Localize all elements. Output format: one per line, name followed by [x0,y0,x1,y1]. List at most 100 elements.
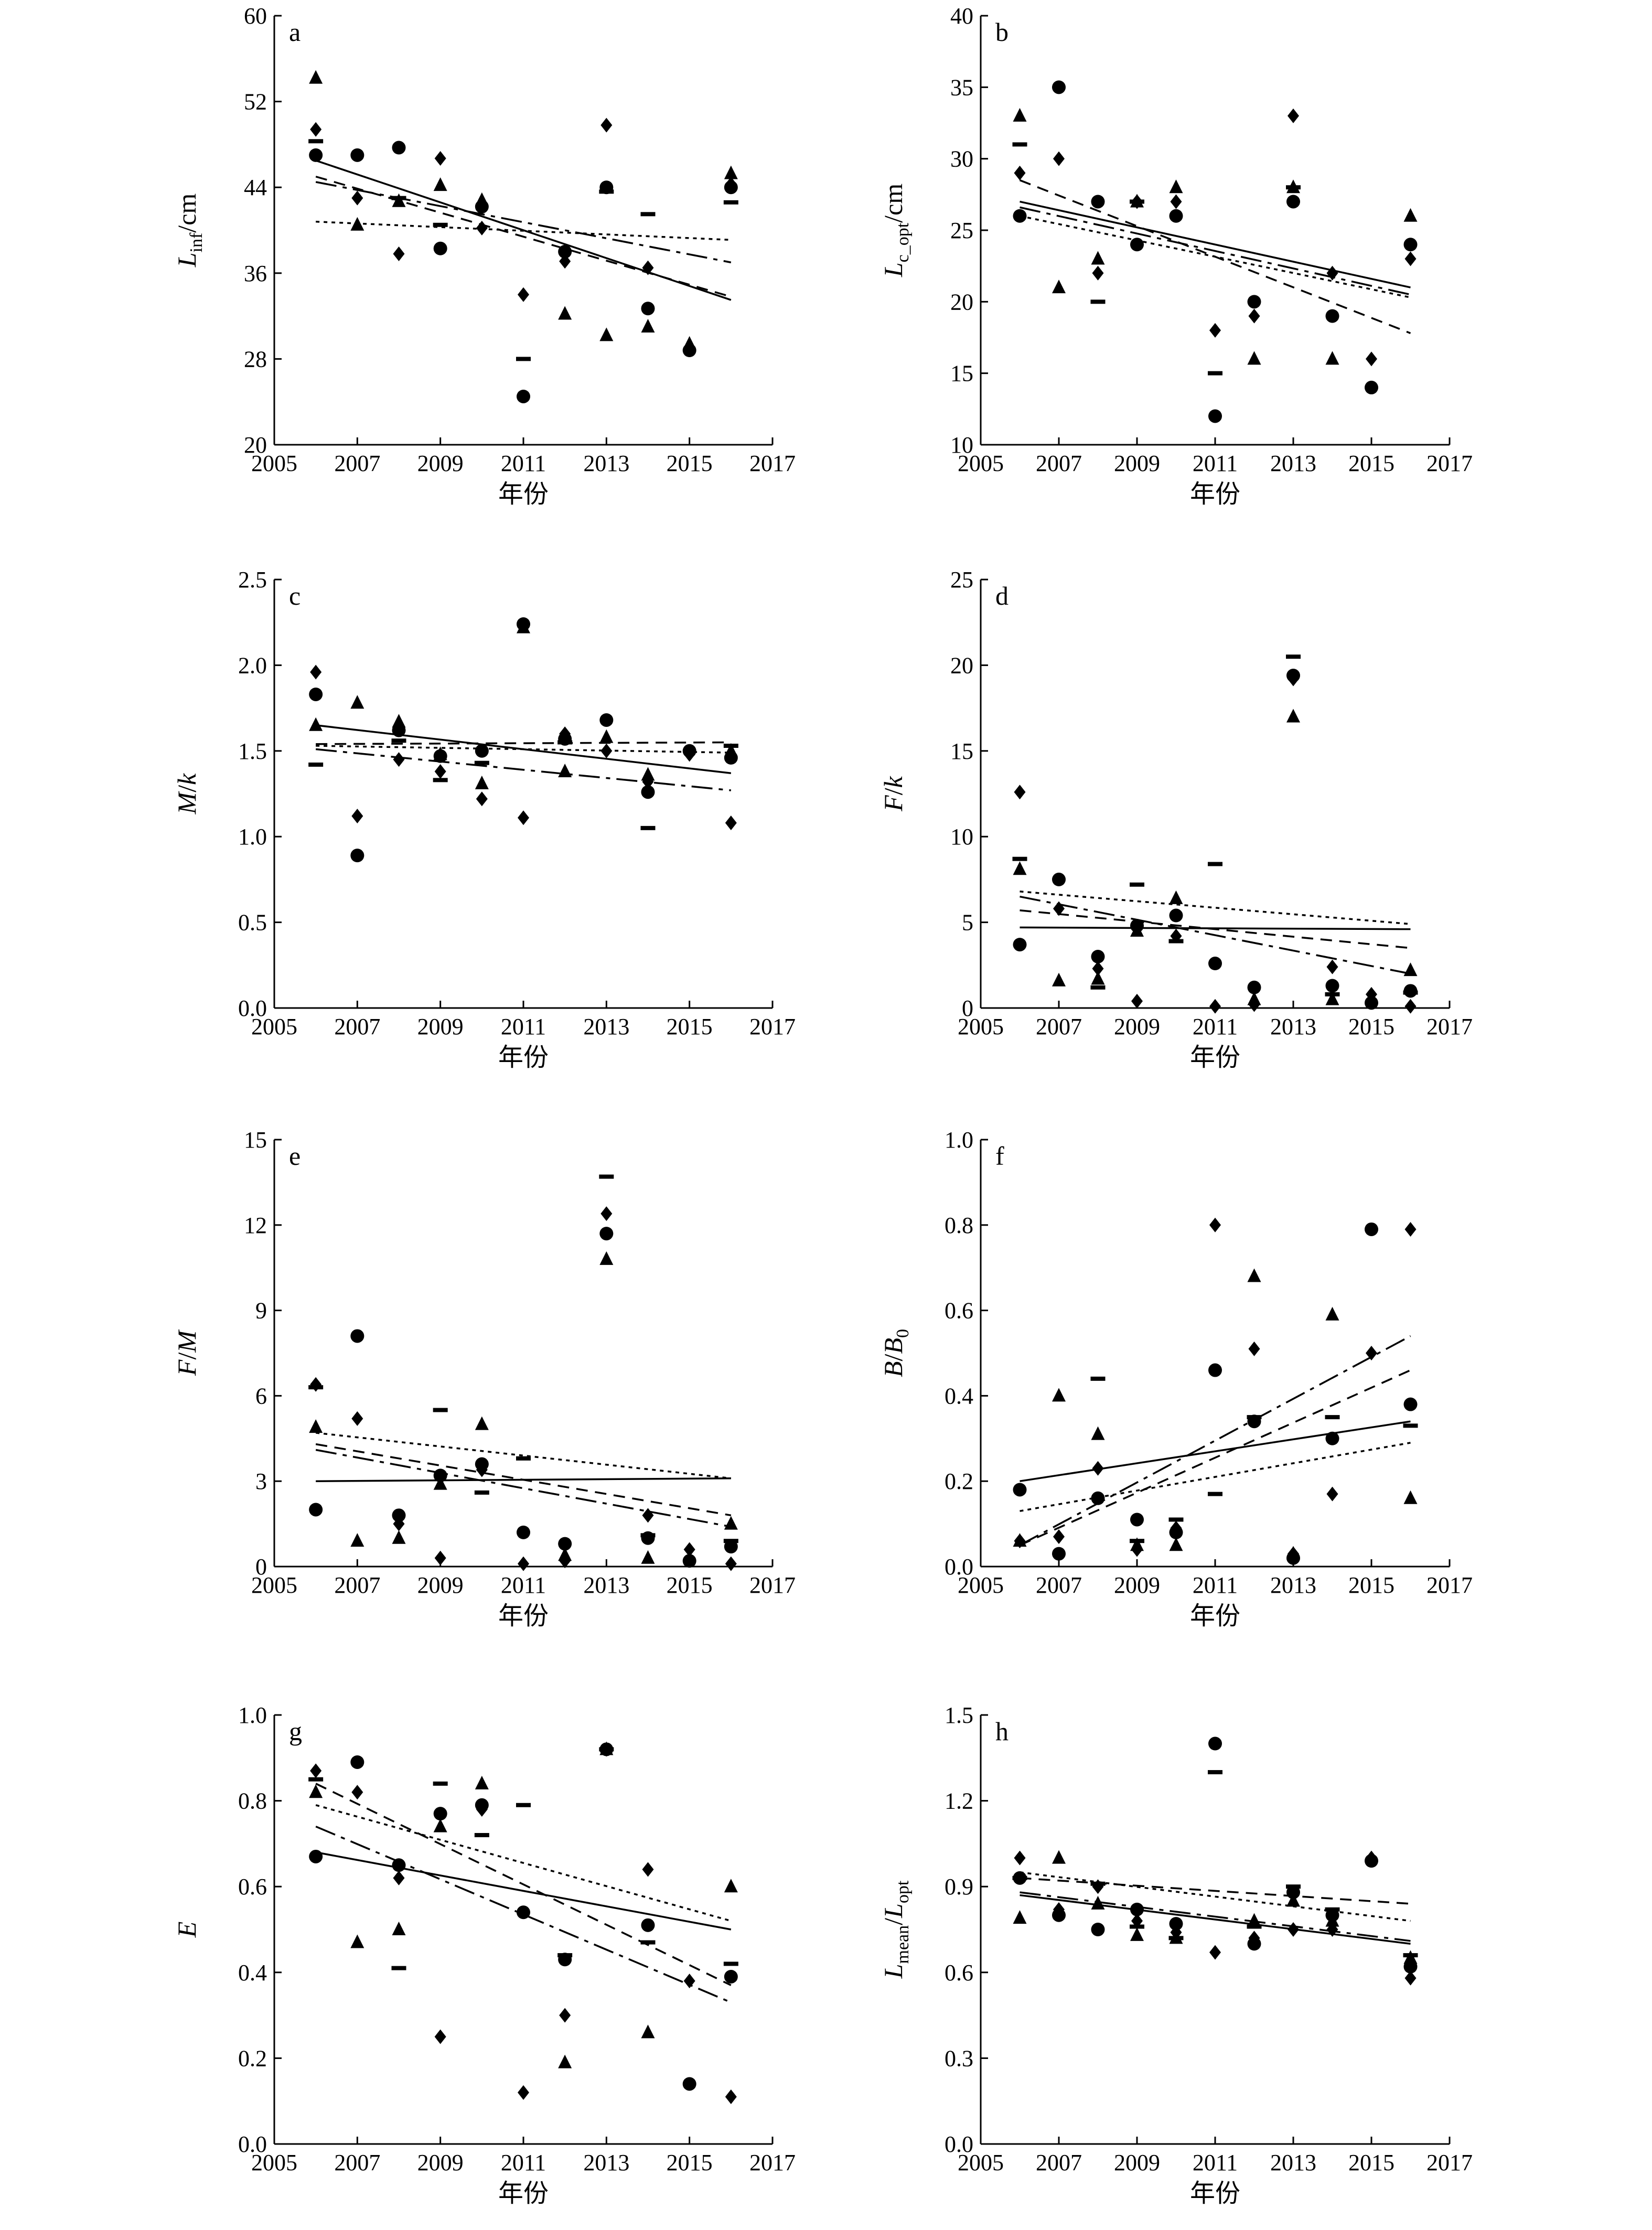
point-circle [475,744,489,758]
point-diamond [725,1556,737,1571]
point-diamond [1404,1221,1417,1237]
trendline-dotted [315,1432,732,1479]
y-tick-label: 0.0 [238,995,267,1021]
x-tick-label: 2009 [417,451,464,476]
y-tick-label: 0 [255,1554,267,1580]
point-triangle [392,193,406,207]
y-tick-label: 0 [962,995,973,1021]
point-triangle [433,1476,447,1490]
point-diamond [1248,1341,1260,1356]
point-triangle [558,2054,572,2068]
point-diamond [1014,785,1026,800]
point-triangle [350,1934,364,1948]
point-triangle [1013,861,1027,875]
point-circle [1169,1917,1183,1931]
point-dash [474,1833,489,1838]
point-triangle [682,336,696,350]
x-axis-label: 年份 [1190,2179,1240,2208]
y-tick-label: 9 [255,1298,267,1324]
x-tick-label: 2011 [1193,451,1238,476]
point-dash [308,1385,324,1390]
x-tick-label: 2007 [334,2150,380,2175]
point-triangle [724,1879,738,1893]
point-circle [1169,209,1183,223]
point-diamond [725,177,737,192]
point-diamond [1288,108,1299,123]
trendline-dotted [316,220,731,241]
x-tick-label: 2005 [251,1572,297,1598]
point-dash [308,1777,324,1782]
point-circle [1169,908,1183,923]
point-diamond [518,287,529,302]
point-dash [723,1961,738,1966]
point-circle [1403,238,1418,252]
y-axis-label: M/k [172,773,201,815]
point-dash [599,1747,614,1752]
point-circle [1130,1902,1144,1916]
point-triangle [558,764,572,778]
point-diamond [1209,1945,1221,1960]
point-dash [1208,1770,1222,1775]
point-circle [350,148,364,162]
point-circle [558,1537,572,1551]
point-diamond [310,1763,322,1778]
x-tick-label: 2011 [1193,2150,1238,2175]
point-diamond [1326,959,1338,974]
point-dash [1090,1881,1106,1886]
point-triangle [350,1533,364,1547]
point-circle [1052,1547,1066,1561]
point-diamond [1053,1529,1065,1545]
y-tick-label: 0.0 [945,1554,973,1580]
x-tick-label: 2017 [749,1572,796,1598]
point-circle [1365,1222,1378,1236]
x-tick-label: 2015 [667,1014,713,1039]
x-tick-label: 2017 [1426,2150,1473,2175]
x-tick-label: 2005 [958,2150,1004,2175]
y-tick-label: 20 [244,432,267,458]
point-circle [1013,1483,1027,1497]
y-tick-label: 10 [950,824,973,850]
point-circle [1208,1736,1222,1751]
point-circle [1091,195,1105,209]
point-dash [640,1940,656,1945]
trendline-dashdot [1020,1891,1411,1942]
x-tick-label: 2007 [334,1572,380,1598]
y-tick-label: 52 [244,89,267,115]
point-diamond [1053,151,1065,166]
point-diamond [1131,993,1143,1009]
point-circle [1286,195,1300,209]
point-circle [558,244,572,259]
x-tick-label: 2009 [1114,1014,1160,1039]
point-dash [1090,299,1106,304]
y-axis-label: E [172,1922,201,1938]
panel-h: 2005 2007 2009 2011 2013 2015 2017 0.0 0.3 0.6 0.9… [878,1702,1473,2208]
point-diamond [1014,1850,1026,1866]
x-tick-label: 2013 [1270,2150,1316,2175]
trendline-dashdot [1019,1335,1411,1546]
y-tick-label: 15 [244,1127,267,1153]
point-diamond [1092,1461,1104,1476]
point-diamond [434,151,446,166]
point-circle [309,1503,323,1517]
x-tick-label: 2009 [1114,451,1160,476]
point-circle [682,2077,696,2091]
point-circle [1052,80,1066,94]
point-circle [350,1329,364,1343]
point-circle [1365,996,1378,1010]
trendline-dotted [315,1804,732,1922]
point-circle [1052,872,1066,886]
y-tick-label: 0.0 [945,2131,973,2157]
point-dash [1168,939,1184,944]
point-dash [723,1539,738,1543]
point-dash [640,1533,656,1538]
panel-letter: a [289,17,301,47]
y-tick-label: 15 [950,738,973,764]
point-circle [1091,1923,1105,1936]
trendline-dashed [316,741,731,745]
point-diamond [1209,323,1221,338]
point-diamond [351,1785,363,1800]
y-axis-label: Lmean/Lopt [878,1880,913,1979]
point-diamond [1366,987,1377,1002]
point-triangle [641,2024,655,2039]
